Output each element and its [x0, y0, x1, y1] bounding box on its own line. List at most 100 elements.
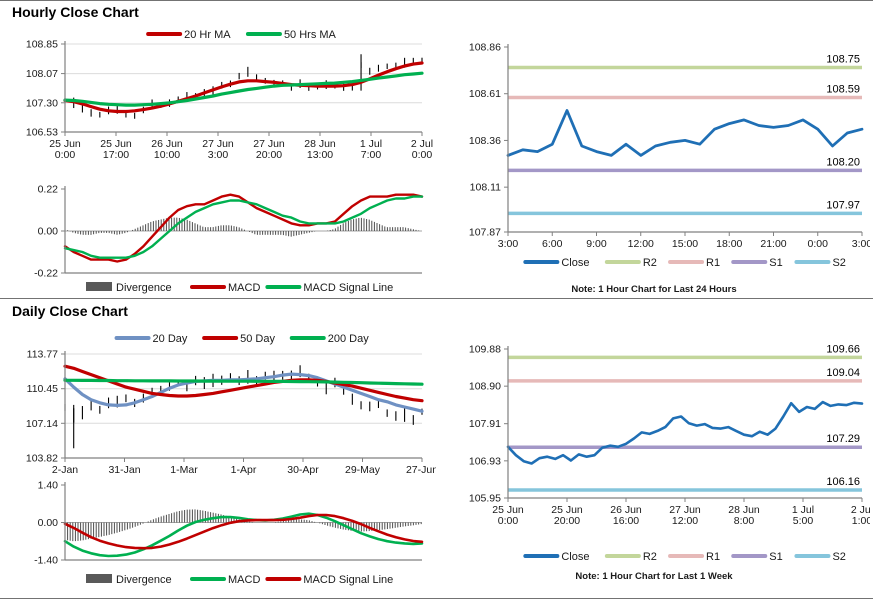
legend: 20 Hr MA 50 Hrs MA [146, 29, 337, 41]
svg-text:10:00: 10:00 [154, 149, 180, 161]
svg-text:30-Apr: 30-Apr [287, 464, 319, 476]
legend: Divergence MACD MACD Signal Line [86, 574, 393, 586]
svg-text:0.00: 0.00 [38, 517, 59, 529]
svg-text:S2: S2 [832, 551, 845, 563]
svg-text:S1: S1 [769, 551, 782, 563]
svg-text:109.66: 109.66 [826, 343, 860, 355]
svg-text:Close: Close [561, 257, 589, 269]
series-macd-signal-line [63, 513, 424, 550]
divider-top [0, 0, 873, 1]
svg-text:1 Jul: 1 Jul [360, 138, 382, 150]
svg-text:108.20: 108.20 [826, 156, 860, 168]
svg-text:31-Jan: 31-Jan [108, 464, 140, 476]
svg-text:50 Hrs MA: 50 Hrs MA [284, 29, 337, 41]
svg-text:113.77: 113.77 [27, 349, 58, 361]
svg-text:20 Day: 20 Day [153, 333, 188, 345]
svg-text:1 Jul: 1 Jul [792, 504, 814, 516]
svg-text:25 Jun: 25 Jun [551, 504, 583, 516]
svg-text:MACD Signal Line: MACD Signal Line [303, 574, 393, 586]
svg-text:20:00: 20:00 [554, 515, 580, 527]
svg-text:107.29: 107.29 [826, 433, 860, 445]
svg-text:2-Jan: 2-Jan [52, 464, 78, 476]
svg-text:R2: R2 [643, 551, 657, 563]
svg-text:28 Jun: 28 Jun [304, 138, 336, 150]
svg-text:108.59: 108.59 [826, 83, 860, 95]
svg-text:107.87: 107.87 [469, 227, 501, 239]
svg-text:20 Hr MA: 20 Hr MA [184, 29, 231, 41]
svg-text:103.82: 103.82 [26, 453, 58, 465]
svg-text:107.97: 107.97 [826, 199, 860, 211]
svg-text:110.45: 110.45 [27, 383, 58, 395]
svg-text:S1: S1 [769, 257, 782, 269]
hourly-macd-chart: 0.22 0.00 -0.22 Divergence MACD MACD Signal L… [34, 184, 424, 294]
svg-text:1:00: 1:00 [852, 515, 870, 527]
x-axis-ticks: 3:00 6:00 9:00 12:00 15:00 18:00 21:00 0:00 3:00 [498, 232, 870, 250]
svg-text:108.07: 108.07 [26, 68, 58, 80]
svg-text:16:00: 16:00 [613, 515, 639, 527]
svg-text:1-Mar: 1-Mar [170, 464, 198, 476]
legend: 20 Day 50 Day 200 Day [114, 333, 369, 345]
svg-text:13:00: 13:00 [307, 149, 333, 161]
svg-text:0:00: 0:00 [412, 149, 433, 161]
svg-text:-1.40: -1.40 [34, 555, 58, 567]
svg-text:15:00: 15:00 [672, 238, 698, 250]
svg-text:200 Day: 200 Day [328, 333, 369, 345]
svg-text:108.11: 108.11 [470, 182, 501, 194]
svg-text:Close: Close [561, 551, 589, 563]
svg-text:106.16: 106.16 [826, 476, 860, 488]
series-divergence [64, 217, 420, 237]
legend-swatch-divergence [86, 574, 112, 583]
y-axis-ticks: 108.86 108.61 108.36 108.11 107.87 [469, 42, 508, 239]
svg-text:25 Jun: 25 Jun [49, 138, 81, 150]
svg-text:27 Jun: 27 Jun [253, 138, 285, 150]
svg-text:2 Jul: 2 Jul [411, 138, 433, 150]
daily-section-title: Daily Close Chart [12, 303, 128, 319]
svg-text:2 Jul: 2 Jul [851, 504, 870, 516]
svg-text:R2: R2 [643, 257, 657, 269]
svg-text:26 Jun: 26 Jun [151, 138, 183, 150]
svg-text:107.14: 107.14 [26, 418, 58, 430]
x-axis-ticks: 2-Jan 31-Jan 1-Mar 1-Apr 30-Apr 29-May 27-Jun [52, 458, 436, 476]
svg-text:108.86: 108.86 [469, 42, 501, 54]
series-50-day [63, 364, 424, 403]
svg-text:29-May: 29-May [345, 464, 381, 476]
y-axis-ticks: 0.22 0.00 -0.22 [34, 184, 65, 280]
svg-text:0:00: 0:00 [808, 238, 829, 250]
daily-macd-chart: 1.40 0.00 -1.40 Divergence MACD MACD Signal L… [34, 480, 424, 586]
divider-bottom [0, 598, 873, 599]
svg-text:9:00: 9:00 [586, 238, 607, 250]
svg-text:107.30: 107.30 [26, 97, 58, 109]
svg-text:8:00: 8:00 [734, 515, 755, 527]
hourly-section-title: Hourly Close Chart [12, 4, 139, 20]
svg-text:108.85: 108.85 [26, 39, 58, 51]
svg-text:25 Jun: 25 Jun [492, 504, 524, 516]
svg-text:17:00: 17:00 [103, 149, 129, 161]
svg-text:0.00: 0.00 [38, 226, 59, 238]
series-50-hrs-ma [63, 71, 424, 107]
series-close [506, 109, 864, 157]
series-20-day [63, 372, 424, 413]
y-axis-ticks: 109.88 108.90 107.91 106.93 105.95 [469, 344, 508, 505]
svg-text:108.61: 108.61 [469, 88, 501, 100]
svg-text:Divergence: Divergence [116, 282, 172, 294]
svg-text:27 Jun: 27 Jun [202, 138, 234, 150]
svg-text:20:00: 20:00 [256, 149, 282, 161]
svg-text:7:00: 7:00 [361, 149, 382, 161]
gridlines [65, 43, 422, 133]
series-close [506, 400, 864, 465]
svg-text:1.40: 1.40 [38, 480, 59, 492]
svg-text:5:00: 5:00 [793, 515, 814, 527]
svg-text:28 Jun: 28 Jun [728, 504, 760, 516]
hourly-chart-note: Note: 1 Hour Chart for Last 24 Hours [571, 284, 737, 295]
series-close-hlc-bars [64, 54, 423, 119]
svg-text:S2: S2 [832, 257, 845, 269]
svg-text:R1: R1 [706, 257, 720, 269]
svg-text:1-Apr: 1-Apr [231, 464, 257, 476]
y-axis-ticks: 113.77 110.45 107.14 103.82 [26, 349, 65, 465]
svg-text:12:00: 12:00 [628, 238, 654, 250]
